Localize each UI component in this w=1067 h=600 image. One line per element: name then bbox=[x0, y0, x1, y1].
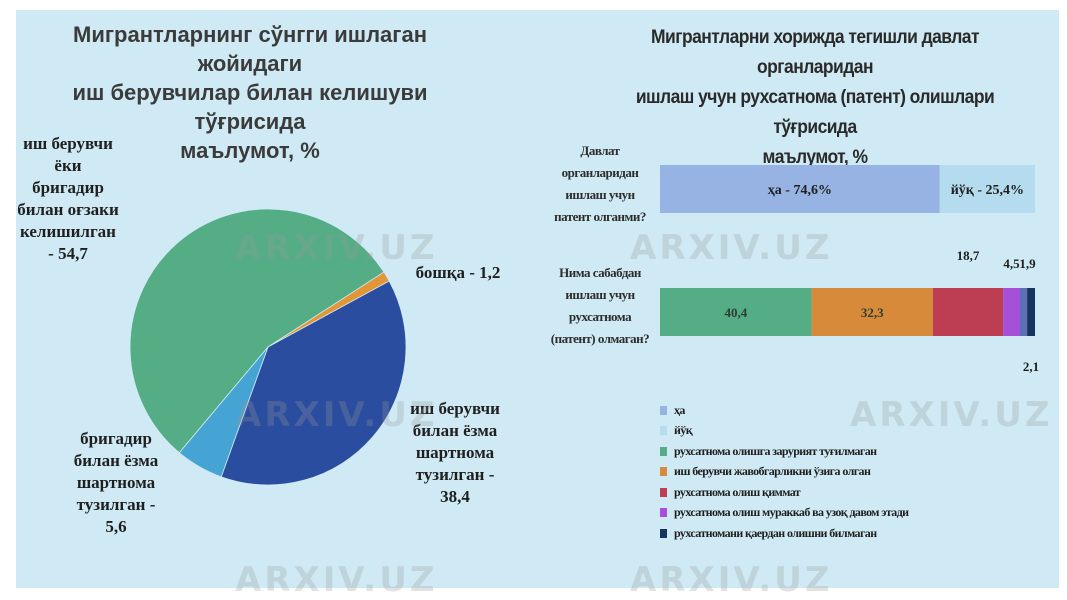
bar-segment-label: йўқ - 25,4% bbox=[951, 183, 1024, 198]
legend-item: ҳа bbox=[660, 400, 1040, 421]
category-line: (патент) олмаган? bbox=[550, 331, 650, 346]
legend-swatch bbox=[660, 508, 667, 518]
bar-segment-row1-0 bbox=[660, 165, 940, 213]
pie-title-line: маълумот, % bbox=[180, 138, 320, 163]
pie-label-line: тузилган - bbox=[415, 465, 495, 484]
bar-segment-row2-5 bbox=[1027, 288, 1035, 336]
bar-value-label: 32,3 bbox=[861, 305, 884, 320]
legend-swatch bbox=[660, 446, 667, 456]
pie-label-line: билан оғзаки bbox=[17, 200, 119, 219]
pie-label-line: билан ёзма bbox=[412, 421, 498, 440]
pie-label-line: бошқа - 1,2 bbox=[415, 263, 501, 282]
pie-label-verbal: иш берувчи ёки бригадир билан оғзаки кел… bbox=[8, 133, 128, 265]
pie-label-line: келишилган bbox=[20, 222, 116, 241]
bar-segment-row2-3 bbox=[1003, 288, 1020, 336]
legend-label: ҳа bbox=[674, 402, 685, 417]
legend-item: рухсатнома олишга зарурият туғилмаган bbox=[660, 441, 1040, 462]
bar-category-label-1: Давлат органларидан ишлаш учун патент ол… bbox=[540, 140, 660, 228]
bar-title-line: ишлаш учун рухсатнома (патент) олишлари … bbox=[635, 87, 995, 138]
pie-slice-written-employer bbox=[220, 280, 407, 486]
legend-label: рухсатнома олиш мураккаб ва узоқ давом э… bbox=[674, 505, 909, 520]
bar-segment-row2-2 bbox=[932, 288, 1004, 336]
pie-slice-written-brigadier bbox=[178, 346, 269, 478]
pie-label-line: бригадир bbox=[32, 178, 104, 197]
legend-item: рухсатномани қаердан олишни билмаган bbox=[660, 523, 1040, 544]
pie-label-line: бригадир bbox=[80, 429, 152, 448]
category-line: ишлаш учун bbox=[565, 287, 635, 302]
category-line: Нима сабабдан bbox=[559, 265, 641, 280]
bar-category-label-2: Нима сабабдан ишлаш учун рухсатнома (пат… bbox=[538, 262, 662, 350]
pie-label-line: 38,4 bbox=[440, 487, 470, 506]
legend-swatch bbox=[660, 467, 667, 477]
bar-segment-row1-1 bbox=[939, 165, 1035, 213]
pie-label-other: бошқа - 1,2 bbox=[398, 262, 518, 284]
legend-swatch bbox=[660, 426, 667, 436]
bar-value-label: 2,1 bbox=[1023, 359, 1039, 374]
pie-label-line: тузилган - bbox=[76, 495, 156, 514]
pie-label-line: 5,6 bbox=[105, 517, 127, 536]
pie-title-line: Мигрантларнинг сўнгги ишлаган жойидаги bbox=[73, 22, 427, 76]
legend-item: иш берувчи жавобгарликни ўзига олган bbox=[660, 462, 1040, 483]
bar-value-label: 1,9 bbox=[1019, 256, 1036, 271]
bar-title-line: Мигрантларни хорижда тегишли давлат орга… bbox=[651, 27, 980, 78]
pie-label-line: иш берувчи bbox=[23, 134, 113, 153]
legend-label: рухсатномани қаердан олишни билмаган bbox=[674, 525, 877, 540]
pie-label-line: ёки bbox=[54, 156, 82, 175]
pie-label-written-employer: иш берувчи билан ёзма шартнома тузилган … bbox=[400, 398, 510, 508]
bar-segment-label: ҳа - 74,6% bbox=[768, 183, 832, 198]
bar-chart-title: Мигрантларни хорижда тегишли давлат орга… bbox=[617, 23, 1013, 173]
bar-value-label: 18,7 bbox=[957, 248, 980, 263]
bar-title-line: маълумот, % bbox=[762, 147, 868, 168]
legend-swatch bbox=[660, 528, 667, 538]
legend-swatch bbox=[660, 405, 667, 415]
bar-segment-row2-1 bbox=[811, 288, 933, 336]
bar-value-label: 4,5 bbox=[1003, 256, 1020, 271]
pie-label-line: билан ёзма bbox=[73, 451, 159, 470]
pie-label-written-brigadier: бригадир билан ёзма шартнома тузилган - … bbox=[60, 428, 172, 538]
category-line: патент олганми? bbox=[554, 209, 646, 224]
category-line: ишлаш учун bbox=[565, 187, 635, 202]
legend-label: рухсатнома олишга зарурият туғилмаган bbox=[674, 443, 877, 458]
bar-value-label: 40,4 bbox=[724, 305, 747, 320]
legend-label: иш берувчи жавобгарликни ўзига олган bbox=[674, 464, 871, 479]
pie-title-line: иш берувчилар билан келишуви тўғрисида bbox=[72, 80, 428, 134]
pie-label-line: шартнома bbox=[76, 473, 156, 492]
category-line: органларидан bbox=[561, 165, 639, 180]
legend-swatch bbox=[660, 487, 667, 497]
category-line: Давлат bbox=[580, 143, 620, 158]
pie-label-line: - 54,7 bbox=[48, 244, 88, 263]
bar-segment-row2-0 bbox=[660, 288, 812, 336]
pie-label-line: иш берувчи bbox=[410, 399, 500, 418]
category-line: рухсатнома bbox=[568, 309, 632, 324]
legend-label: йўқ bbox=[674, 423, 693, 438]
bar-segment-row2-4 bbox=[1019, 288, 1028, 336]
pie-slice-verbal bbox=[129, 208, 385, 454]
bar-chart-legend: ҳа йўқ рухсатнома олишга зарурият туғилмаг… bbox=[660, 400, 1040, 544]
legend-item: рухсатнома олиш мураккаб ва узоқ давом э… bbox=[660, 503, 1040, 524]
pie-chart-title: Мигрантларнинг сўнгги ишлаган жойидаги и… bbox=[20, 20, 480, 165]
legend-item: рухсатнома олиш қиммат bbox=[660, 482, 1040, 503]
legend-label: рухсатнома олиш қиммат bbox=[674, 484, 801, 499]
pie-label-line: шартнома bbox=[415, 443, 495, 462]
legend-item: йўқ bbox=[660, 421, 1040, 442]
